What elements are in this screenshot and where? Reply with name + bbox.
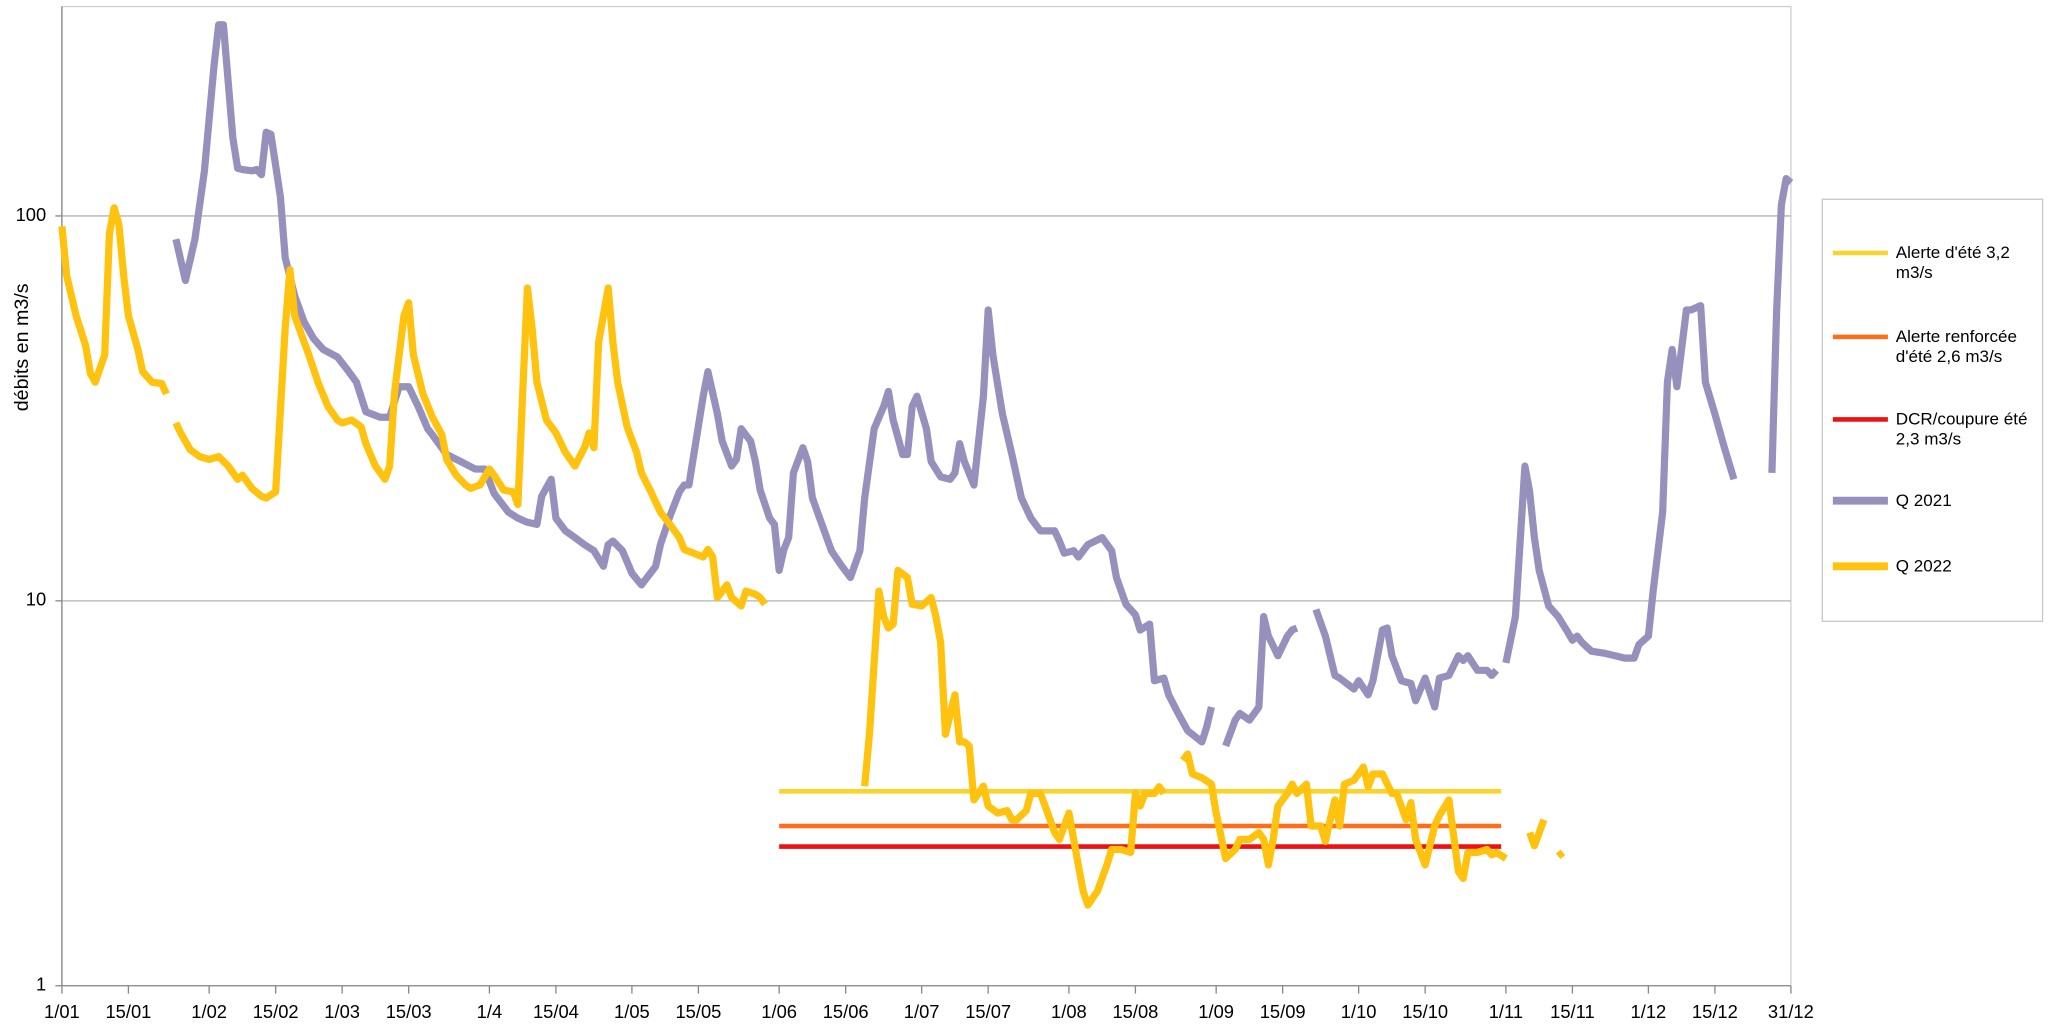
y-tick-label: 1 [36,974,46,995]
x-tick-label: 1/4 [477,1001,503,1022]
x-tick-label: 15/10 [1402,1001,1448,1022]
x-tick-label: 15/12 [1692,1001,1738,1022]
x-tick-label: 15/06 [823,1001,869,1022]
legend-entry: Q 2021 [1895,490,1952,510]
legend-entry: DCR/coupure été 2,3 m3/s [1895,408,2028,449]
x-tick-label: 15/03 [386,1001,432,1022]
x-tick-label: 1/07 [904,1001,940,1022]
x-tick-label: 1/09 [1198,1001,1234,1022]
x-tick-label: 1/02 [191,1001,227,1022]
legend-entry: Alerte renforcée d'été 2,6 m3/s [1895,326,2018,366]
x-tick-label: 15/04 [533,1001,579,1022]
legend-entry: Alerte d'été 3,2 m3/s [1895,242,2010,282]
legend-label: Alerte renforcée d'été 2,6 m3/s [1895,326,2018,366]
x-tick-label: 1/03 [324,1001,360,1022]
x-tick-label: 1/12 [1631,1001,1667,1022]
y-tick-label: 10 [26,589,46,610]
legend-label: Alerte d'été 3,2 m3/s [1895,242,2010,282]
x-tick-label: 15/01 [105,1001,151,1022]
x-tick-label: 1/06 [761,1001,797,1022]
x-tick-label: 1/05 [614,1001,650,1022]
legend-box [1821,198,2044,622]
x-tick-label: 1/11 [1489,1001,1523,1022]
x-tick-label: 15/02 [253,1001,299,1022]
series-line [58,204,1566,909]
x-tick-label: 1/08 [1051,1001,1087,1022]
legend-label: Q 2021 [1895,490,1952,510]
x-tick-label: 1/01 [44,1001,80,1022]
series-line [172,21,1794,748]
x-tick-label: 15/09 [1260,1001,1306,1022]
legend-entry: Q 2022 [1895,555,1952,576]
y-axis-label: débits en m3/s [11,283,33,411]
x-tick-label: 15/07 [965,1001,1011,1022]
x-tick-label: 1/10 [1341,1001,1377,1022]
x-tick-label: 15/08 [1112,1001,1158,1022]
legend-label: Q 2022 [1895,555,1952,576]
plot-area [61,5,1792,987]
y-tick-label: 100 [16,204,47,225]
x-tick-label: 15/05 [675,1001,721,1022]
legend-label: DCR/coupure été 2,3 m3/s [1895,408,2028,449]
x-tick-label: 15/11 [1550,1001,1595,1022]
x-tick-label: 31/12 [1768,1001,1814,1022]
